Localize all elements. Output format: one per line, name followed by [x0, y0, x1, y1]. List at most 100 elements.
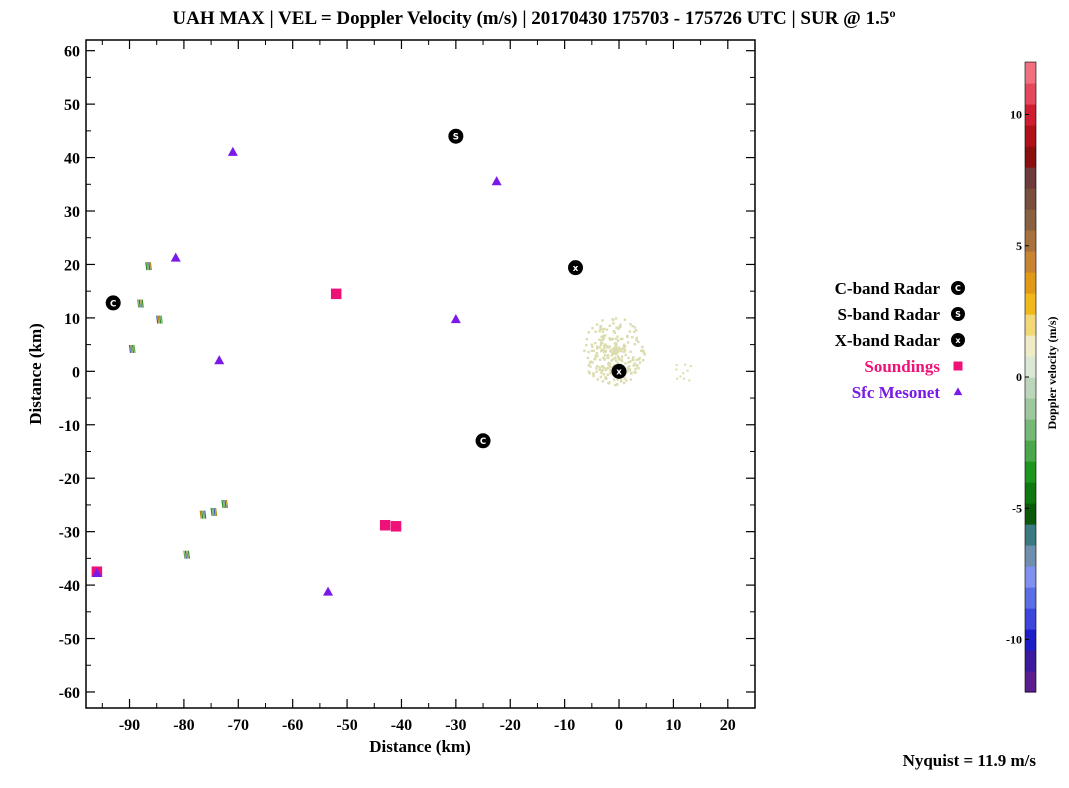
velocity-echo-pixel	[594, 341, 597, 345]
clutter-echo	[149, 262, 152, 271]
x-band-radar-marker	[568, 260, 584, 276]
velocity-echo-pixel	[601, 364, 604, 368]
velocity-echo-pixel	[619, 379, 623, 382]
s-band-radar-marker-letter: S	[453, 133, 459, 143]
velocity-echo-pixel	[629, 350, 632, 354]
velocity-echo-pixel	[588, 372, 591, 375]
colorbar-segment	[1025, 83, 1036, 105]
velocity-echo-pixel	[587, 350, 590, 354]
clutter-echo	[201, 510, 204, 519]
velocity-echo-pixel	[614, 352, 617, 356]
velocity-echo-pixel	[682, 372, 685, 375]
velocity-echo-pixel	[608, 324, 612, 328]
velocity-echo-pixel	[623, 377, 627, 380]
velocity-echo-pixel	[675, 364, 678, 367]
colorbar-segment	[1025, 356, 1036, 378]
velocity-echo-pixel	[632, 356, 635, 359]
colorbar-segment	[1025, 461, 1036, 483]
velocity-echo-pixel	[638, 361, 642, 364]
x-tick-label: -30	[445, 717, 466, 734]
legend-marker	[951, 281, 965, 295]
velocity-echo-pixel	[600, 369, 604, 373]
clutter-echo	[130, 344, 133, 354]
velocity-echo-pixel	[633, 370, 636, 374]
legend: C-band Radar C S-band Radar S X-band Radar x S…	[835, 279, 965, 402]
velocity-echo-pixel	[627, 369, 630, 372]
y-tick-label: -10	[59, 418, 80, 435]
c-band-radar-marker-letter: C	[110, 299, 116, 309]
velocity-echo-pixel	[612, 329, 616, 333]
velocity-echo-pixel	[637, 358, 641, 361]
velocity-echo-pixel	[635, 336, 639, 340]
velocity-echo-pixel	[591, 345, 594, 348]
sfc-mesonet-marker	[91, 567, 102, 577]
velocity-echo-pixel	[598, 346, 602, 349]
y-tick-label: 30	[64, 204, 80, 221]
clutter-echo	[160, 315, 163, 324]
sfc-mesonet-marker	[214, 355, 225, 365]
chart-title: UAH MAX | VEL = Doppler Velocity (m/s) |…	[172, 8, 895, 29]
velocity-echo-pixel	[598, 366, 602, 369]
x-tick-label: -10	[554, 717, 575, 734]
velocity-echo-pixel	[587, 370, 591, 373]
velocity-echo-pixel	[675, 368, 678, 371]
velocity-echo-pixel	[594, 357, 597, 360]
velocity-echo-pixel	[596, 347, 599, 350]
velocity-echo-pixel	[609, 371, 612, 374]
velocity-echo-pixel	[613, 342, 617, 345]
velocity-echo-pixel	[635, 329, 638, 332]
clutter-echo	[213, 507, 216, 517]
velocity-echo-pixel	[604, 377, 607, 381]
velocity-echo-pixel	[612, 349, 616, 353]
axis-ticks: -90 -80 -70 -60 -50 -40 -30 -20 -10 0 10 20 60 50 40 30…	[59, 40, 756, 734]
colorbar-segment	[1025, 188, 1036, 210]
velocity-echo-pixel	[641, 349, 645, 352]
x-tick-label: 20	[720, 717, 736, 734]
velocity-echo-pixel	[676, 377, 679, 380]
velocity-echo-pixel	[637, 340, 640, 344]
velocity-echo-pixel	[612, 351, 615, 354]
velocity-echo-pixel	[632, 364, 635, 367]
y-tick-label: -50	[59, 632, 80, 649]
velocity-echo-pixel	[612, 364, 616, 367]
velocity-echo-pixel	[602, 366, 605, 369]
velocity-echo-pixel	[610, 354, 614, 357]
velocity-echo-pixel	[599, 375, 603, 379]
velocity-echo-pixel	[630, 372, 633, 375]
y-tick-label: 0	[72, 364, 80, 381]
velocity-echo-pixel	[619, 349, 623, 353]
velocity-echo-pixel	[629, 323, 632, 326]
velocity-echo-pixel	[595, 370, 598, 373]
velocity-echo-pixel	[611, 337, 615, 341]
velocity-echo-pixel	[616, 335, 619, 338]
velocity-echo-pixel	[633, 326, 637, 329]
velocity-echo-pixel	[585, 337, 589, 341]
velocity-echo-pixel	[601, 380, 604, 383]
c-band-radar-marker-letter: C	[480, 437, 486, 447]
velocity-echo-pixel	[640, 349, 643, 353]
colorbar-segment	[1025, 167, 1036, 189]
s-band-radar-marker	[448, 128, 464, 144]
velocity-echo-pixel	[643, 353, 646, 356]
x-band-radar-marker-letter: x	[616, 368, 622, 378]
velocity-echo-pixel	[637, 367, 640, 370]
velocity-echo-pixel	[624, 353, 627, 357]
velocity-echo-pixel	[614, 383, 617, 387]
velocity-echo-pixel	[602, 356, 605, 359]
velocity-echo-pixel	[606, 366, 610, 370]
velocity-echo-pixel	[627, 361, 630, 364]
velocity-echo-pixel	[599, 325, 603, 329]
velocity-echo-pixel	[594, 354, 597, 357]
velocity-echo-pixel	[633, 343, 637, 346]
clutter-echo	[186, 550, 189, 559]
velocity-echo-pixel	[633, 362, 637, 365]
clutter-echo	[187, 550, 190, 559]
velocity-echo-pixel	[600, 349, 603, 353]
velocity-echo-pixel	[603, 334, 607, 337]
velocity-echo-pixel	[596, 345, 599, 348]
velocity-echo-pixel	[617, 355, 620, 358]
velocity-echo-pixel	[614, 346, 617, 349]
velocity-echo-pixel	[623, 344, 627, 348]
colorbar-segment	[1025, 146, 1036, 168]
velocity-echo-pixel	[619, 323, 622, 326]
